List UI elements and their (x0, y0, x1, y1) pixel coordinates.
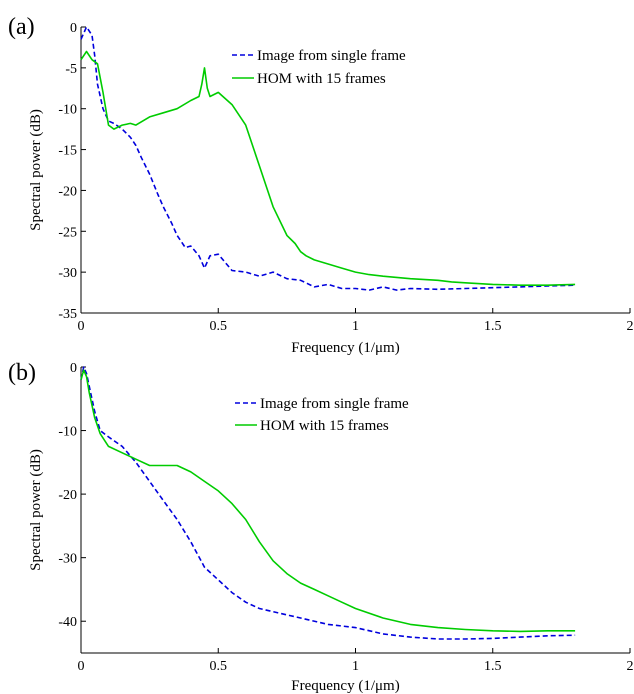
y-axis-label: Spectral power (dB) (28, 449, 44, 571)
series-line-single-frame (80, 366, 576, 640)
legend: Image from single frame HOM with 15 frame… (235, 396, 409, 434)
panel-label: (a) (8, 14, 35, 40)
x-tick-label: 0.5 (210, 319, 228, 334)
x-tick-label: 2 (627, 319, 634, 334)
x-tick-label: 0 (78, 319, 85, 334)
y-tick-label: -10 (58, 103, 77, 118)
y-tick-label: -30 (58, 266, 77, 281)
y-tick-label: 0 (70, 361, 77, 376)
x-axis-label: Frequency (1/μm) (291, 340, 399, 356)
y-tick-label: -5 (65, 62, 77, 77)
y-tick-label: -25 (58, 225, 77, 240)
y-tick-label: -15 (58, 144, 77, 159)
legend-entry: HOM with 15 frames (257, 71, 386, 87)
legend: Image from single frame HOM with 15 frame… (232, 48, 406, 87)
legend-entry: HOM with 15 frames (260, 418, 389, 434)
y-tick-label: -40 (58, 615, 77, 630)
x-tick-label: 0 (78, 659, 85, 674)
panel-label: (b) (8, 360, 36, 386)
x-tick-label: 1 (352, 659, 359, 674)
y-tick-label: -10 (58, 425, 77, 440)
x-tick-label: 1 (352, 319, 359, 334)
series-line-hom-15-frames (80, 50, 576, 286)
legend-entry: Image from single frame (257, 48, 406, 64)
x-tick-label: 1.5 (484, 659, 502, 674)
y-tick-label: -30 (58, 552, 77, 567)
x-axis-label: Frequency (1/μm) (291, 678, 399, 694)
chart-panel-b: 0 0.5 1 1.5 2 0 -10 -20 -30 -40 Frequency (1/μm) Sp… (8, 360, 634, 694)
series-line-single-frame (80, 26, 576, 291)
chart-panel-a: 0 0.5 1 1.5 2 0 -5 -10 -15 -20 -25 -30 -35 Frequency … (8, 14, 634, 356)
y-tick-label: -20 (58, 488, 77, 503)
y-tick-label: -20 (58, 184, 77, 199)
y-tick-label: 0 (70, 21, 77, 36)
legend-entry: Image from single frame (260, 396, 409, 412)
y-tick-label: -35 (58, 307, 77, 322)
y-axis-label: Spectral power (dB) (28, 109, 44, 231)
x-tick-label: 1.5 (484, 319, 502, 334)
series-line-hom-15-frames (80, 369, 576, 633)
x-tick-label: 0.5 (210, 659, 228, 674)
x-tick-label: 2 (627, 659, 634, 674)
